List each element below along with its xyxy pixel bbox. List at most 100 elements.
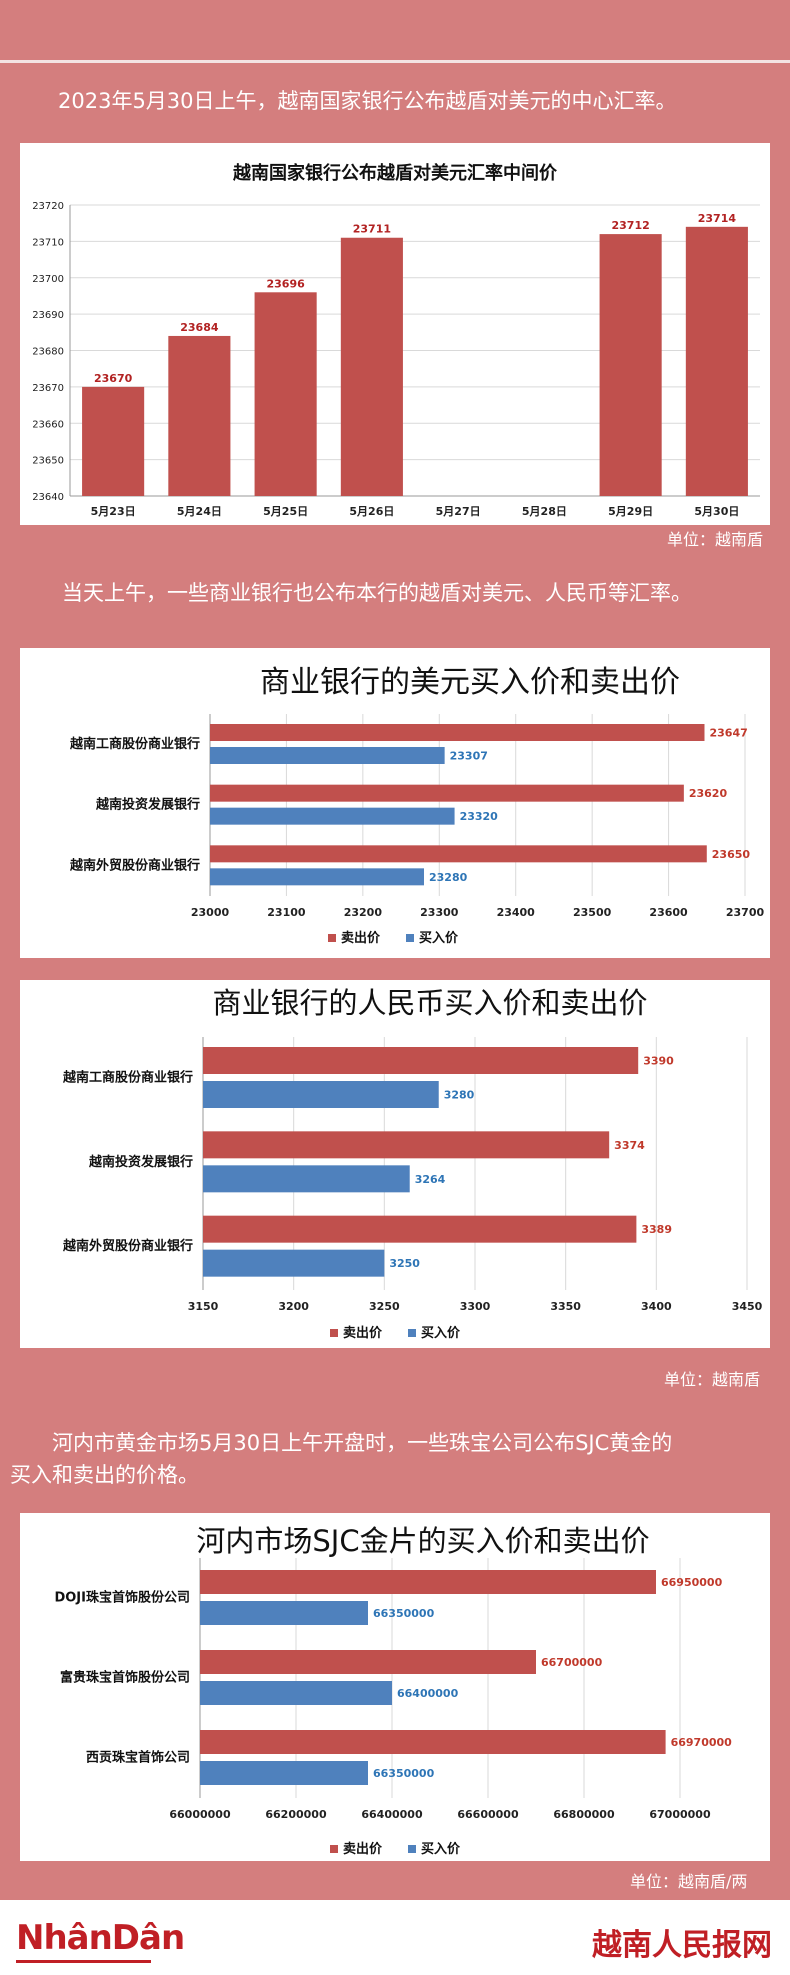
x-tick-label: 3300 (460, 1300, 491, 1313)
x-tick-label: 66600000 (457, 1808, 519, 1821)
sell-bar (203, 1047, 639, 1074)
buy-bar (203, 1249, 385, 1277)
intro-paragraph-3a: 河内市黄金市场5月30日上午开盘时，一些珠宝公司公布SJC黄金的 (52, 1431, 673, 1455)
buy-bar (200, 1681, 392, 1705)
chart-title: 商业银行的美元买入价和卖出价 (260, 665, 680, 700)
chart-panel-2: 商业银行的美元买入价和卖出价 23000 23100 23200 23300 23400 2… (20, 648, 770, 958)
x-tick-label: 5月26日 (349, 505, 394, 518)
legend-label: 卖出价 (343, 1325, 383, 1341)
data-label: 23711 (353, 223, 391, 236)
logo-underline (16, 1960, 151, 1963)
x-tick-label: 66200000 (265, 1808, 327, 1821)
legend-swatch (330, 1329, 338, 1337)
central-rate-chart: 越南国家银行公布越盾对美元汇率中间价 23640 23650 23660 23670 23… (32, 162, 760, 518)
data-label: 23647 (709, 727, 747, 740)
x-tick-label: 3150 (188, 1300, 219, 1313)
data-label: 23307 (450, 750, 488, 763)
x-tick-label: 66000000 (169, 1808, 231, 1821)
x-tick-label: 23400 (497, 906, 536, 919)
y-tick-label: 23670 (32, 383, 64, 394)
x-tick-label: 23300 (420, 906, 459, 919)
bar (254, 292, 317, 496)
unit-label-3: 单位：越南盾/两 (630, 1872, 748, 1891)
legend-label: 卖出价 (343, 1841, 383, 1857)
legend-swatch (408, 1845, 416, 1853)
data-label: 23650 (712, 848, 751, 861)
category-label: 越南投资发展银行 (88, 1154, 193, 1170)
legend-label: 买入价 (421, 1842, 461, 1857)
legend-label: 卖出价 (341, 930, 381, 946)
y-tick-label: 23680 (32, 347, 64, 358)
data-label: 23280 (429, 871, 468, 884)
usd-rate-chart: 商业银行的美元买入价和卖出价 23000 23100 23200 23300 23400 2… (69, 665, 765, 946)
site-name[interactable]: 越南人民报网 (592, 1928, 772, 1963)
bar (168, 335, 231, 496)
x-tick-label: 3250 (369, 1300, 400, 1313)
data-label: 3264 (415, 1173, 446, 1186)
category-label: 越南投资发展银行 (95, 797, 200, 813)
x-tick-label: 3200 (278, 1300, 309, 1313)
data-label: 23696 (266, 277, 305, 290)
gold-price-chart: 河内市场SJC金片的买入价和卖出价 66000000 66200000 6640000… (54, 1524, 733, 1857)
legend-swatch (330, 1845, 338, 1853)
chart-panel-1: 越南国家银行公布越盾对美元汇率中间价 23640 23650 23660 23670 23… (20, 143, 770, 525)
x-tick-label: 5月29日 (608, 505, 653, 518)
category-label: 越南外贸股份商业银行 (69, 857, 200, 873)
x-tick-label: 23700 (726, 906, 765, 919)
category-label: 越南外贸股份商业银行 (62, 1238, 193, 1254)
buy-bar (203, 1165, 410, 1193)
data-label: 3280 (444, 1089, 475, 1102)
bar (340, 237, 403, 497)
data-label: 23684 (180, 321, 219, 334)
buy-bar (200, 1761, 368, 1785)
unit-label-1: 单位：越南盾 (667, 530, 764, 549)
x-tick-label: 23200 (344, 906, 383, 919)
x-tick-label: 5月30日 (694, 505, 739, 518)
sell-bar (203, 1131, 610, 1159)
x-tick-label: 3450 (732, 1300, 763, 1313)
y-tick-label: 23720 (32, 201, 64, 212)
top-divider (0, 60, 790, 63)
x-tick-label: 67000000 (649, 1808, 711, 1821)
data-label: 66700000 (541, 1656, 603, 1669)
bar (685, 226, 748, 496)
bar (82, 386, 145, 496)
intro-paragraph-1: 2023年5月30日上午，越南国家银行公布越盾对美元的中心汇率。 (58, 89, 677, 113)
y-tick-label: 23660 (32, 419, 64, 430)
cny-rate-chart: 商业银行的人民币买入价和卖出价 3150 3200 3250 3300 3350 3400 3… (62, 986, 763, 1341)
x-tick-label: 5月27日 (436, 505, 481, 518)
sell-bar (200, 1730, 666, 1754)
buy-bar (210, 807, 455, 825)
sell-bar (210, 845, 707, 863)
sell-bar (210, 784, 684, 802)
sell-bar (200, 1650, 536, 1674)
buy-bar (200, 1601, 368, 1625)
chart-title: 商业银行的人民币买入价和卖出价 (212, 986, 647, 1020)
x-tick-label: 5月28日 (522, 505, 567, 518)
x-tick-label: 66800000 (553, 1808, 615, 1821)
data-label: 66970000 (671, 1736, 733, 1749)
legend-label: 买入价 (419, 931, 459, 946)
y-tick-label: 23690 (32, 310, 64, 321)
sell-bar (210, 724, 705, 741)
buy-bar (210, 747, 445, 764)
chart-panel-3: 商业银行的人民币买入价和卖出价 3150 3200 3250 3300 3350 3400 3… (20, 980, 770, 1348)
x-tick-label: 5月24日 (177, 505, 222, 518)
footer: NhânDân 越南人民报网 (0, 1900, 790, 1975)
data-label: 3390 (643, 1055, 674, 1068)
data-label: 3389 (641, 1223, 672, 1236)
category-label: 越南工商股份商业银行 (69, 736, 200, 752)
sell-bar (200, 1570, 656, 1594)
category-label: DOJI珠宝首饰股份公司 (54, 1590, 190, 1606)
buy-bar (203, 1081, 439, 1108)
x-tick-label: 5月25日 (263, 505, 308, 518)
bar (599, 234, 662, 496)
legend-label: 买入价 (421, 1326, 461, 1341)
data-label: 66950000 (661, 1576, 723, 1589)
data-label: 23620 (689, 787, 728, 800)
x-tick-label: 23000 (191, 906, 230, 919)
nhandan-logo[interactable]: NhânDân (16, 1918, 185, 1958)
sell-bar (203, 1215, 637, 1243)
x-tick-label: 23600 (649, 906, 688, 919)
intro-paragraph-3b: 买入和卖出的价格。 (10, 1463, 199, 1487)
